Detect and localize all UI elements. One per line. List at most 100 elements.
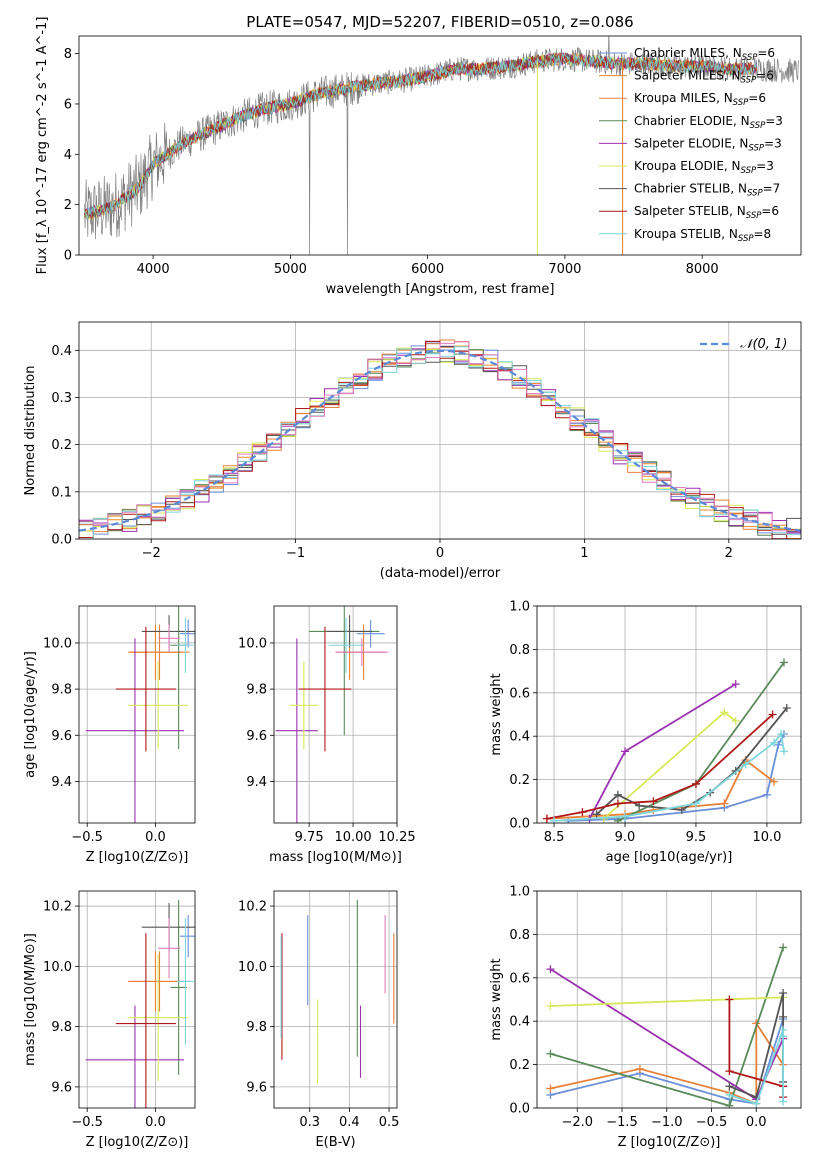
residual-histogram: [79, 340, 801, 539]
weight-point-marker: [725, 1082, 734, 1091]
age_vs_mass-axes: 9.75 10.00 10.25 9.4 9.6 9.8 10.0 mass [log10(M…: [238, 606, 416, 865]
legend-nssp-label: , N: [716, 91, 733, 105]
y-tick-label: 0.6: [509, 686, 530, 701]
legend-entry: Salpeter ELODIE, NSSP=3: [634, 136, 782, 153]
legend-nssp-label: , N: [729, 204, 746, 218]
y-tick-label: 2: [64, 198, 72, 213]
spectrum-frame: [78, 35, 802, 256]
legend-nssp-value: =6: [748, 91, 766, 105]
legend-nssp-subscript: SSP: [742, 53, 758, 63]
weight_vs_age-plot: [542, 658, 791, 823]
x-axis-label: Z [log10(Z/Z⊙)]: [86, 850, 189, 865]
weight-point-marker: [782, 703, 791, 712]
mass_vs_Z-frame: [78, 890, 196, 1109]
y-tick-label: 0.8: [509, 928, 530, 943]
y-tick-label: 10.2: [43, 900, 72, 915]
x-tick-label: −1.0: [651, 1115, 683, 1130]
legend-entry: Salpeter STELIB, NSSP=6: [634, 204, 779, 221]
weight-point-marker: [779, 943, 788, 952]
age_vs_Z-frame: [78, 605, 196, 824]
y-tick-label: 0.4: [509, 1015, 530, 1030]
x-axis-label: wavelength [Angstrom, rest frame]: [326, 282, 555, 297]
weight-point-marker: [741, 760, 750, 769]
x-tick-label: 0.0: [145, 830, 166, 845]
weight-point-marker: [613, 816, 622, 823]
weight-point-marker: [779, 1032, 788, 1041]
weight-series-line: [546, 713, 774, 820]
legend-entry: Kroupa STELIB, NSSP=8: [634, 227, 771, 244]
spectrum-plot: [84, 36, 799, 255]
weight-point-marker: [762, 790, 771, 799]
y-tick-label: 0.0: [51, 533, 72, 548]
weight-point-marker: [779, 747, 788, 756]
y-tick-label: 0.2: [509, 1058, 530, 1073]
weight-point-marker: [770, 738, 779, 747]
weight-point-marker: [546, 1049, 555, 1058]
age_vs_mass-frame: [273, 605, 398, 824]
weight-point-marker: [779, 658, 788, 667]
y-tick-label: 9.8: [246, 1020, 267, 1035]
legend-nssp-subscript: SSP: [741, 166, 757, 176]
mass_vs_Z-plot: [85, 900, 195, 1108]
y-tick-label: 0.8: [509, 643, 530, 658]
weight-series-line: [553, 731, 785, 822]
legend-nssp-value: =6: [761, 204, 779, 218]
legend-entry: Kroupa ELODIE, NSSP=3: [634, 159, 774, 176]
weight-point-marker: [546, 1002, 555, 1011]
legend-nssp-subscript: SSP: [748, 143, 764, 153]
x-tick-label: 5000: [274, 262, 307, 277]
weight-point-marker: [613, 799, 622, 808]
x-tick-label: −1: [286, 546, 305, 561]
legend-model-name: Salpeter ELODIE: [634, 136, 732, 150]
weight-point-marker: [691, 799, 700, 808]
legend-entry: Salpeter MILES, NSSP=6: [634, 69, 774, 86]
y-tick-label: 0.4: [509, 730, 530, 745]
legend-entry: Chabrier STELIB, NSSP=7: [634, 182, 780, 199]
normal-reference-curve: [79, 349, 801, 532]
weight-point-marker: [725, 1090, 734, 1099]
y-tick-label: 9.6: [51, 729, 72, 744]
weight-point-marker: [779, 1097, 788, 1106]
x-tick-label: 1: [580, 546, 588, 561]
y-tick-label: 9.4: [51, 775, 72, 790]
y-tick-label: 0.1: [51, 485, 72, 500]
x-tick-label: −1.5: [606, 1115, 638, 1130]
y-tick-label: 10.0: [43, 636, 72, 651]
legend-nssp-subscript: SSP: [750, 121, 766, 131]
weight-point-marker: [779, 1012, 788, 1021]
y-tick-label: 10.0: [43, 960, 72, 975]
weight-point-marker: [592, 810, 601, 819]
weight-point-marker: [621, 747, 629, 756]
legend-nssp-label: , N: [725, 46, 742, 60]
x-tick-label: 9.75: [295, 830, 324, 845]
legend-nssp-subscript: SSP: [738, 234, 754, 244]
weight-point-marker: [546, 965, 555, 974]
legend-entry: Chabrier ELODIE, NSSP=3: [634, 114, 783, 131]
weight-series-line: [550, 996, 784, 1007]
x-tick-label: −2: [142, 546, 161, 561]
weight-point-marker: [725, 1067, 734, 1076]
legend-entry: Chabrier MILES, NSSP=6: [634, 46, 775, 63]
y-tick-label: 6: [64, 97, 72, 112]
y-tick-label: 1.0: [509, 600, 530, 615]
legend-nssp-value: =8: [754, 227, 772, 241]
x-tick-label: 10.0: [752, 830, 781, 845]
y-tick-label: 0.2: [509, 773, 530, 788]
y-tick-label: 0.4: [51, 344, 72, 359]
mass_vs_ebv-axes: 0.3 0.4 0.5 9.6 9.8 10.0 10.2 E(B-V): [238, 891, 399, 1150]
x-tick-label: 9.5: [686, 830, 707, 845]
model-spectrum: [84, 51, 757, 219]
weight-series-line: [550, 1020, 784, 1106]
legend-nssp-label: , N: [730, 182, 747, 196]
y-tick-label: 0.6: [509, 971, 530, 986]
weight-point-marker: [720, 708, 729, 717]
age_vs_Z-plot: [85, 606, 195, 823]
mass_vs_Z-axes: −0.5 0.0 9.6 9.8 10.0 10.2 Z [log10(Z/Z⊙)] mass…: [23, 891, 195, 1150]
x-tick-label: 2: [725, 546, 733, 561]
y-tick-label: 0.0: [509, 817, 530, 832]
x-tick-label: 10.00: [334, 830, 371, 845]
y-tick-label: 9.8: [51, 1020, 72, 1035]
x-tick-label: 10.25: [378, 830, 415, 845]
weight-point-marker: [621, 812, 629, 821]
